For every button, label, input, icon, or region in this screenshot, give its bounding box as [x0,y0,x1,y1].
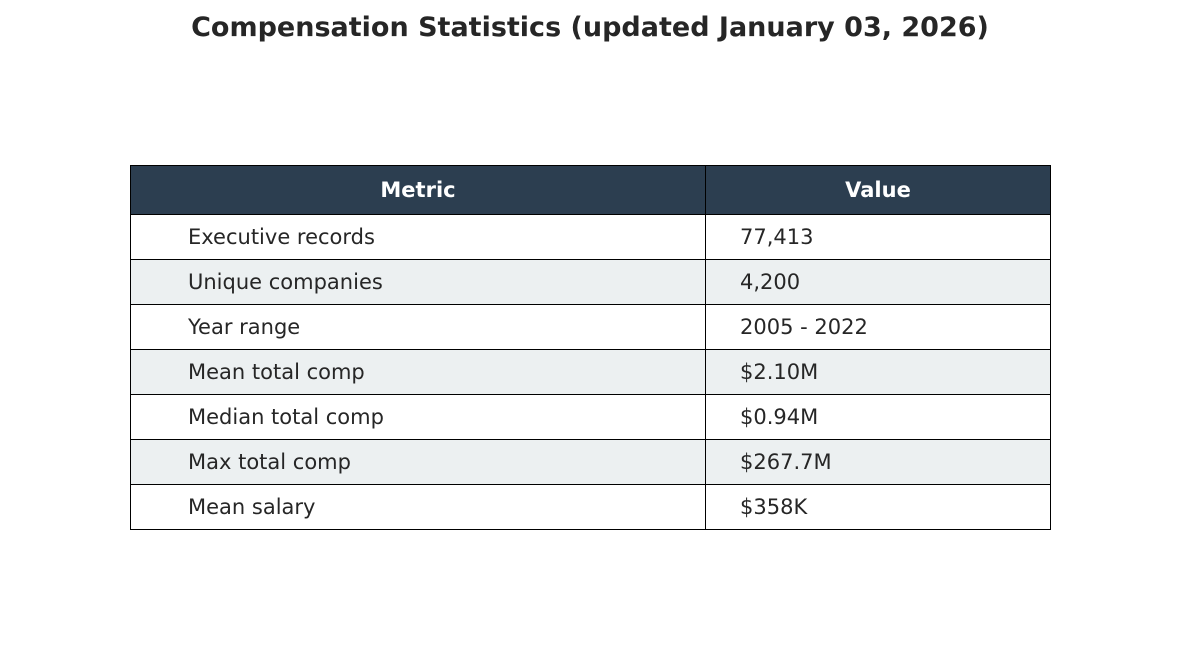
value-cell: 4,200 [705,259,1051,305]
table-row: Mean salary $358K [130,484,1051,530]
metric-cell: Mean total comp [130,349,706,395]
table-row: Executive records 77,413 [130,214,1051,260]
value-cell: $267.7M [705,439,1051,485]
table-header-row: Metric Value [130,165,1051,215]
table-row: Median total comp $0.94M [130,394,1051,440]
value-cell: $358K [705,484,1051,530]
value-cell: 2005 - 2022 [705,304,1051,350]
metric-cell: Median total comp [130,394,706,440]
metric-cell: Max total comp [130,439,706,485]
table-row: Unique companies 4,200 [130,259,1051,305]
metric-cell: Unique companies [130,259,706,305]
value-cell: 77,413 [705,214,1051,260]
table-row: Year range 2005 - 2022 [130,304,1051,350]
chart-title: Compensation Statistics (updated January… [191,12,989,43]
column-header-metric: Metric [130,165,706,215]
value-cell: $0.94M [705,394,1051,440]
value-cell: $2.10M [705,349,1051,395]
table-row: Max total comp $267.7M [130,439,1051,485]
column-header-value: Value [705,165,1051,215]
table-row: Mean total comp $2.10M [130,349,1051,395]
metric-cell: Year range [130,304,706,350]
metric-cell: Executive records [130,214,706,260]
metric-cell: Mean salary [130,484,706,530]
statistics-table: Metric Value Executive records 77,413 Un… [130,165,1051,530]
